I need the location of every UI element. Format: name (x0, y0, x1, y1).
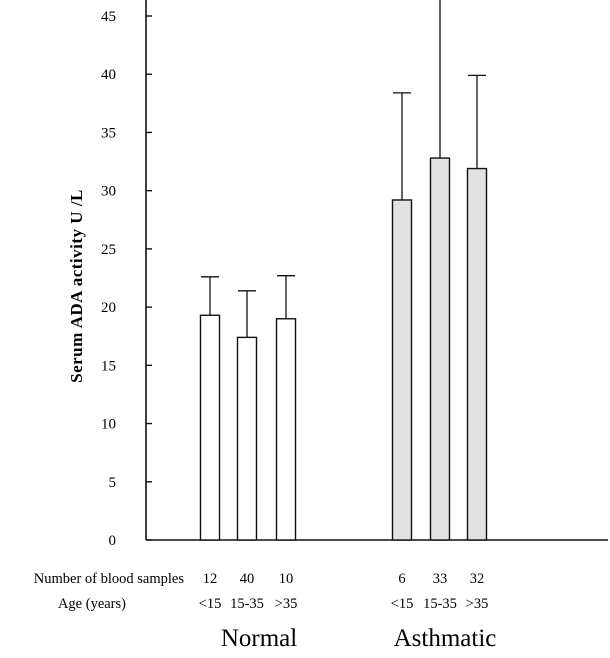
age-group-label: <15 (391, 596, 414, 612)
age-group-label: 15-35 (230, 596, 264, 612)
bar (199, 314, 221, 541)
y-tick-label: 35 (101, 125, 116, 141)
y-tick-label: 10 (101, 417, 116, 433)
sample-count-label: 33 (433, 571, 448, 587)
y-tick-label: 30 (101, 184, 116, 200)
y-tick-label: 45 (101, 9, 116, 25)
y-tick-label: 0 (109, 533, 117, 549)
age-group-label: >35 (275, 596, 298, 612)
age-group-label: >35 (466, 596, 489, 612)
bar (466, 167, 488, 541)
y-tick-label: 5 (109, 475, 117, 491)
group-label-asthmatic: Asthmatic (394, 625, 497, 652)
age-group-label: <15 (199, 596, 222, 612)
bars (199, 0, 488, 541)
y-tick-label: 40 (101, 67, 116, 83)
axes: 0 5 10 15 20 25 30 35 40 45 (101, 0, 608, 549)
sample-count-label: 12 (203, 571, 218, 587)
sample-count-label: 40 (240, 571, 255, 587)
y-tick-label: 20 (101, 300, 116, 316)
bar (429, 157, 451, 541)
bar-labels: 12 <15 40 15-35 10 >35 6 <15 33 15-35 32 >35 (199, 571, 489, 612)
sample-count-label: 6 (398, 571, 405, 587)
y-tick-label: 25 (101, 242, 116, 258)
sample-count-label: 32 (470, 571, 485, 587)
row-label-age: Age (years) (58, 596, 126, 612)
y-axis-label: Serum ADA activity U /L (67, 189, 86, 383)
age-group-label: 15-35 (423, 596, 457, 612)
row-label-samples: Number of blood samples (34, 571, 185, 587)
group-label-normal: Normal (221, 625, 297, 652)
y-tick-label: 15 (101, 358, 116, 374)
bar (236, 336, 258, 541)
sample-count-label: 10 (279, 571, 294, 587)
bar (391, 199, 413, 541)
bar (275, 318, 297, 541)
